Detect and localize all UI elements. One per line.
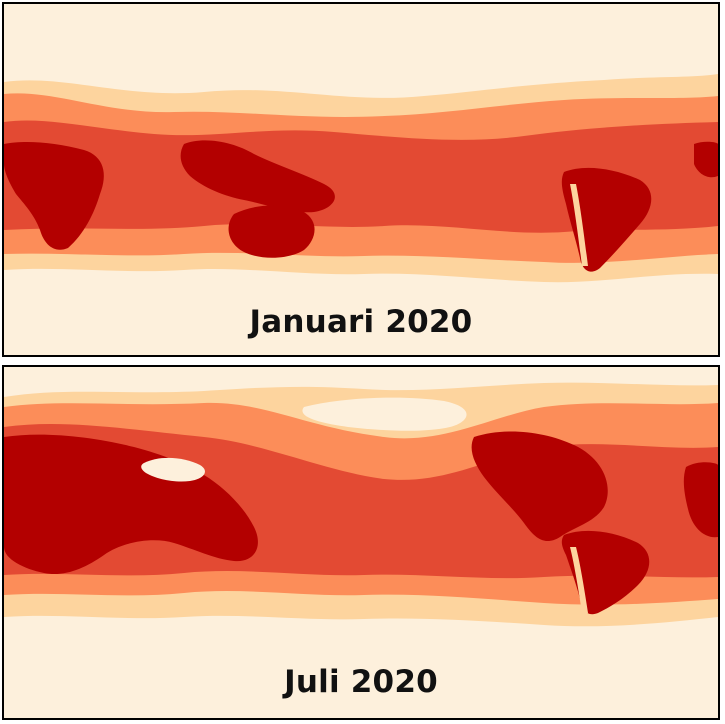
panel-label-january: Januari 2020 [249, 304, 473, 340]
africa-wrap-landmass [683, 462, 718, 538]
heat-map-january [4, 4, 718, 355]
tibet-light-patch [141, 457, 205, 482]
africa-landmass [4, 142, 104, 250]
north-america-landmass [471, 431, 608, 542]
australia-landmass [228, 205, 315, 258]
southeast-asia-landmass [180, 140, 335, 213]
eurasia-landmass [4, 434, 258, 575]
andes-streak [570, 184, 588, 266]
map-panel-july: Juli 2020 [2, 365, 720, 720]
north-pacific-light [302, 397, 467, 431]
map-panel-january: Januari 2020 [2, 2, 720, 357]
panel-label-july: Juli 2020 [284, 664, 438, 700]
heat-map-july [4, 367, 718, 718]
andes-streak [570, 547, 588, 613]
africa-wrap-landmass [694, 141, 718, 178]
